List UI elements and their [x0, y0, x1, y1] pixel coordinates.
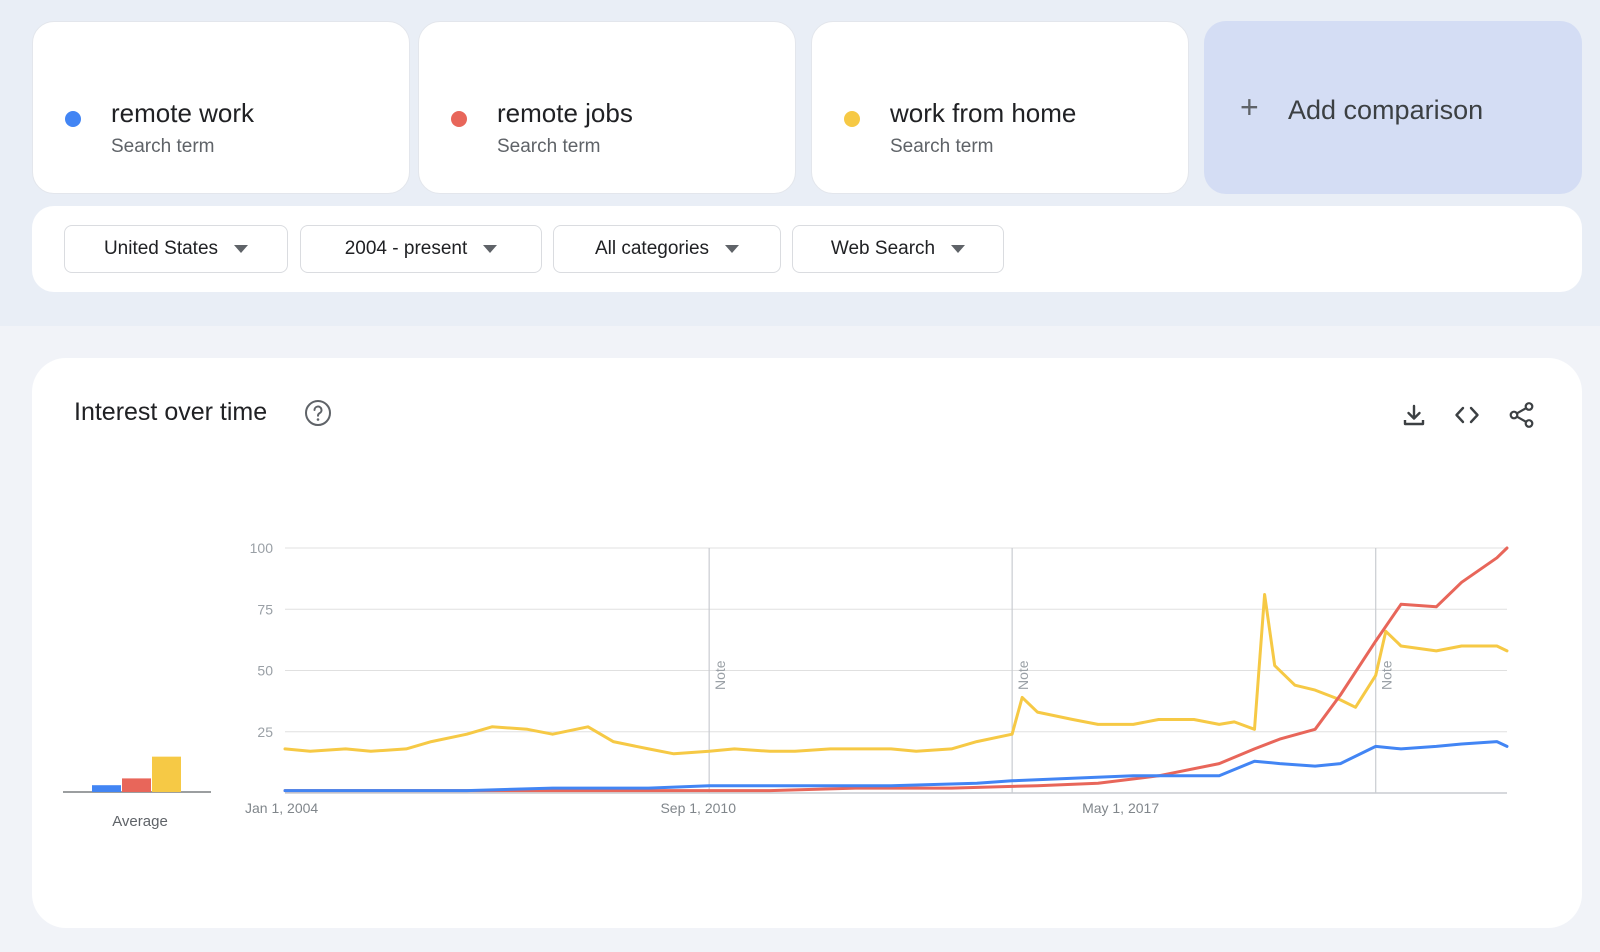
- note-label: Note: [1379, 660, 1395, 690]
- y-tick-label: 50: [257, 663, 273, 679]
- search-type-value: Web Search: [830, 238, 936, 259]
- term-card-remote-jobs[interactable]: remote jobs Search term: [418, 21, 796, 194]
- average-bar: [122, 778, 151, 792]
- category-dropdown[interactable]: All categories: [553, 225, 781, 273]
- filter-bar: United States 2004 - present All categor…: [32, 206, 1582, 292]
- series-color-dot: [65, 111, 81, 127]
- time-range-value: 2004 - present: [344, 238, 468, 259]
- search-type-dropdown[interactable]: Web Search: [792, 225, 1004, 273]
- chart-title: Interest over time: [74, 398, 268, 426]
- series-line-remote-work: [283, 740, 1509, 793]
- location-value: United States: [103, 238, 219, 259]
- y-tick-label: 25: [257, 724, 273, 740]
- interest-over-time-card: [32, 358, 1582, 928]
- average-bar: [92, 785, 121, 792]
- help-icon[interactable]: [304, 399, 332, 427]
- x-tick-label: Sep 1, 2010: [660, 800, 736, 816]
- caret-down-icon: [951, 245, 966, 253]
- average-bar: [152, 756, 181, 792]
- add-comparison-button[interactable]: + Add comparison: [1204, 21, 1582, 194]
- term-card-work-from-home[interactable]: work from home Search term: [811, 21, 1189, 194]
- caret-down-icon: [234, 245, 249, 253]
- average-label: Average: [112, 813, 168, 830]
- plus-icon: +: [1240, 89, 1259, 125]
- embed-code-icon[interactable]: [1453, 401, 1481, 429]
- add-comparison-label: Add comparison: [1288, 95, 1484, 125]
- category-value: All categories: [594, 238, 710, 259]
- share-icon[interactable]: [1508, 401, 1536, 429]
- series-color-dot: [451, 111, 467, 127]
- time-range-dropdown[interactable]: 2004 - present: [300, 225, 542, 273]
- location-dropdown[interactable]: United States: [64, 225, 288, 273]
- series-line-remote-jobs: [283, 546, 1509, 793]
- series-line-work-from-home: [283, 593, 1509, 756]
- series-color-dot: [844, 111, 860, 127]
- term-card-remote-work[interactable]: remote work Search term: [32, 21, 410, 194]
- term-type: Search term: [890, 136, 994, 157]
- term-name[interactable]: remote work: [111, 98, 255, 128]
- term-type: Search term: [497, 136, 601, 157]
- y-tick-label: 100: [250, 540, 274, 556]
- term-name[interactable]: remote jobs: [497, 98, 633, 128]
- caret-down-icon: [725, 245, 740, 253]
- term-type: Search term: [111, 136, 215, 157]
- download-icon[interactable]: [1400, 401, 1428, 429]
- note-label: Note: [1015, 660, 1031, 690]
- note-label: Note: [712, 660, 728, 690]
- caret-down-icon: [483, 245, 498, 253]
- interest-line-chart: 25 50 75 100 Note Note Note Jan 1, 2004 Sep 1, 2…: [245, 540, 1509, 816]
- x-tick-label: May 1, 2017: [1082, 800, 1159, 816]
- y-tick-label: 75: [257, 601, 273, 617]
- x-tick-label: Jan 1, 2004: [245, 800, 318, 816]
- average-bars: [63, 756, 211, 793]
- term-name[interactable]: work from home: [890, 98, 1077, 128]
